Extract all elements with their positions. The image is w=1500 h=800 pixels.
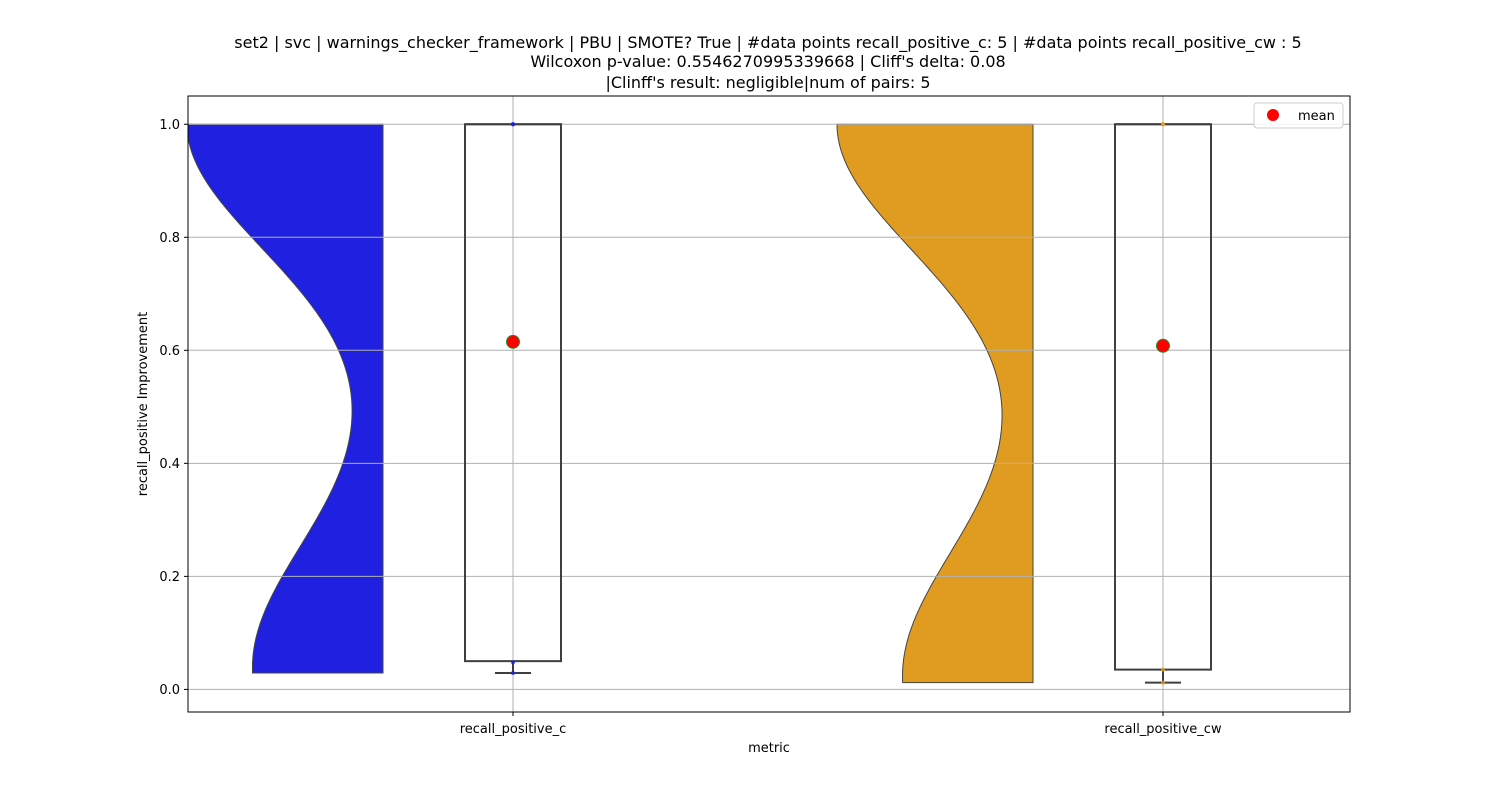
violin-recall_positive_c	[188, 123, 384, 674]
plot-area	[187, 95, 1351, 713]
violin-layer	[188, 123, 1034, 684]
x-axis-label: metric	[748, 741, 790, 756]
data-point	[1161, 122, 1165, 127]
chart-title: set2 | svc | warnings_checker_framework …	[234, 33, 1301, 92]
y-tick-label: 0.4	[159, 457, 180, 472]
legend: mean	[1253, 102, 1344, 129]
grid-lines	[188, 96, 1350, 712]
data-point	[511, 122, 515, 127]
data-point	[511, 660, 515, 665]
violin-recall_positive_cw	[836, 123, 1034, 684]
legend-mean-marker	[1267, 109, 1279, 121]
box-layer	[464, 122, 1212, 685]
y-tick-label: 0.0	[159, 683, 180, 698]
box-recall_positive_c	[464, 123, 562, 663]
data-point	[1161, 680, 1165, 685]
x-tick-label: recall_positive_c	[460, 722, 567, 737]
x-axis: recall_positive_c recall_positive_cw	[460, 712, 1222, 737]
y-tick-label: 1.0	[159, 118, 180, 133]
legend-frame	[1253, 102, 1344, 129]
data-point	[511, 671, 515, 676]
box-recall_positive_cw	[1114, 123, 1212, 671]
mean-marker-recall_positive_cw	[1156, 338, 1170, 353]
x-tick-label: recall_positive_cw	[1104, 722, 1222, 737]
data-point	[1161, 667, 1165, 672]
mean-marker-recall_positive_c	[506, 334, 520, 349]
plot-frame	[187, 95, 1351, 713]
y-axis: 0.0 0.2 0.4 0.6 0.8 1.0	[159, 118, 188, 698]
title-line-2: Wilcoxon p-value: 0.5546270995339668 | C…	[530, 52, 1005, 71]
y-tick-label: 0.6	[159, 344, 180, 359]
y-tick-label: 0.8	[159, 231, 180, 246]
y-tick-label: 0.2	[159, 570, 180, 585]
mean-marker-layer	[506, 334, 1170, 353]
legend-label-mean: mean	[1298, 109, 1335, 124]
title-line-3: |Clinff's result: negligible|num of pair…	[605, 73, 930, 92]
title-line-1: set2 | svc | warnings_checker_framework …	[234, 33, 1301, 53]
y-axis-label: recall_positive Improvement	[136, 312, 151, 496]
